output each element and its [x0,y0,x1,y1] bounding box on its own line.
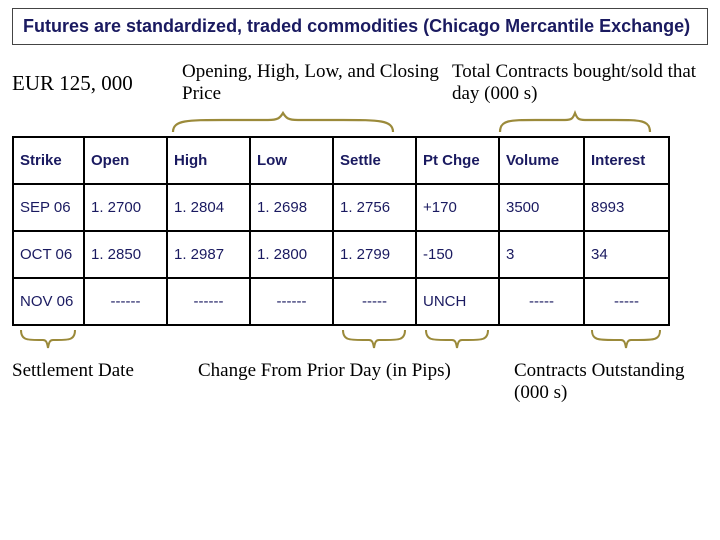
vol-oi-brace-icon [495,112,655,134]
col-open: Open [84,137,167,184]
table-cell: 1. 2756 [333,184,416,231]
table-cell: 1. 2804 [167,184,250,231]
table-cell: ------ [84,278,167,325]
slide-title: Futures are standardized, traded commodi… [23,15,697,38]
table-cell: 34 [584,231,669,278]
table-cell: 1. 2799 [333,231,416,278]
table-header-row: Strike Open High Low Settle Pt Chge Volu… [13,137,669,184]
volume-oi-annotation: Total Contracts bought/sold that day (00… [452,61,708,107]
table-row: SEP 061. 27001. 28041. 26981. 2756+17035… [13,184,669,231]
table-cell: 1. 2800 [250,231,333,278]
table-cell: 1. 2698 [250,184,333,231]
table-cell: NOV 06 [13,278,84,325]
table-cell: 3 [499,231,584,278]
table-cell: 8993 [584,184,669,231]
settle-brace-icon [339,328,409,350]
col-settle: Settle [333,137,416,184]
ptchge-brace-icon [422,328,492,350]
table-cell: +170 [416,184,499,231]
col-low: Low [250,137,333,184]
strike-brace-icon [17,328,79,350]
ohlc-brace-icon [168,112,398,134]
col-volume: Volume [499,137,584,184]
top-brace-row [12,112,708,134]
ohlc-annotation: Opening, High, Low, and Closing Price [182,61,442,107]
table-cell: UNCH [416,278,499,325]
contract-size-label: EUR 125, 000 [12,71,172,96]
table-row: NOV 06-----------------------UNCH-------… [13,278,669,325]
col-interest: Interest [584,137,669,184]
top-annotations: EUR 125, 000 Opening, High, Low, and Clo… [12,61,708,107]
table-cell: 1. 2850 [84,231,167,278]
table-row: OCT 061. 28501. 29871. 28001. 2799-15033… [13,231,669,278]
table-cell: OCT 06 [13,231,84,278]
table-cell: ------ [250,278,333,325]
col-ptchge: Pt Chge [416,137,499,184]
table-cell: -150 [416,231,499,278]
table-cell: ------ [167,278,250,325]
table-cell: 1. 2700 [84,184,167,231]
col-strike: Strike [13,137,84,184]
table-cell: 1. 2987 [167,231,250,278]
table-cell: ----- [499,278,584,325]
table-cell: ----- [333,278,416,325]
change-from-prior-label: Change From Prior Day (in Pips) [198,360,508,404]
bottom-brace-row [12,328,708,350]
table-cell: ----- [584,278,669,325]
contracts-outstanding-label: Contracts Outstanding (000 s) [514,360,708,404]
table-cell: SEP 06 [13,184,84,231]
futures-table: Strike Open High Low Settle Pt Chge Volu… [12,136,670,326]
title-box: Futures are standardized, traded commodi… [12,8,708,45]
col-high: High [167,137,250,184]
interest-brace-icon [588,328,664,350]
bottom-annotations: Settlement Date Change From Prior Day (i… [12,360,708,404]
settlement-date-label: Settlement Date [12,360,192,404]
table-cell: 3500 [499,184,584,231]
